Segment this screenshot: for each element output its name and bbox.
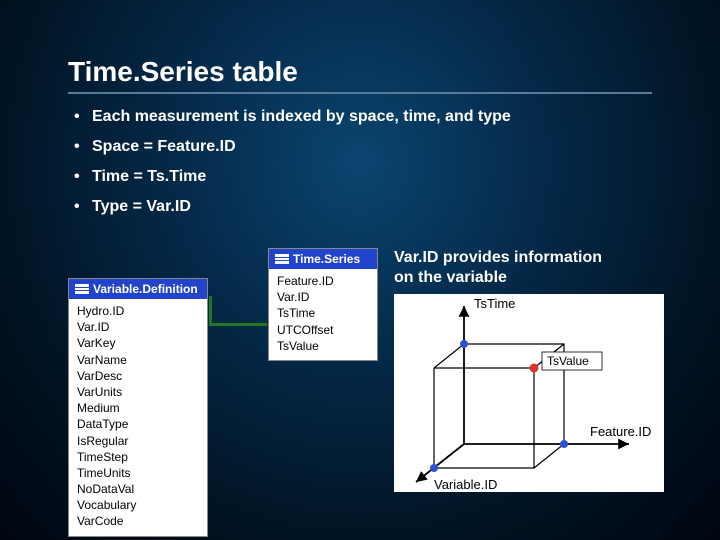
table-header: Variable.Definition (69, 279, 207, 299)
varid-note: Var.ID provides information on the varia… (394, 248, 664, 288)
axis-point (460, 340, 468, 348)
table-row: Medium (77, 400, 199, 416)
table-row: DataType (77, 416, 199, 432)
table-row: IsRegular (77, 433, 199, 449)
bullet-item: Time = Ts.Time (74, 168, 652, 186)
table-body: Hydro.ID Var.ID VarKey VarName VarDesc V… (69, 299, 207, 536)
note-line: on the variable (394, 269, 507, 286)
table-header-label: Variable.Definition (93, 282, 198, 296)
table-row: TsValue (277, 338, 369, 354)
slide-title: Time.Series table (68, 56, 652, 94)
axis-point (560, 440, 568, 448)
table-row: Hydro.ID (77, 303, 199, 319)
table-header: Time.Series (269, 249, 377, 269)
axis-label-y: TsTime (474, 296, 515, 311)
table-row: VarKey (77, 335, 199, 351)
variable-definition-table: Variable.Definition Hydro.ID Var.ID VarK… (68, 278, 208, 537)
table-row: NoDataVal (77, 481, 199, 497)
bullet-item: Each measurement is indexed by space, ti… (74, 108, 652, 126)
connector-line (209, 296, 267, 326)
table-row: Vocabulary (77, 497, 199, 513)
table-row: VarName (77, 352, 199, 368)
table-row: TsTime (277, 305, 369, 321)
table-row: VarDesc (77, 368, 199, 384)
bullet-item: Type = Var.ID (74, 198, 652, 216)
table-body: Feature.ID Var.ID TsTime UTCOffset TsVal… (269, 269, 377, 360)
tsvalue-label: TsValue (547, 354, 589, 368)
table-row: TimeUnits (77, 465, 199, 481)
table-row: VarCode (77, 513, 199, 529)
right-column: Var.ID provides information on the varia… (394, 248, 664, 492)
table-icon (75, 284, 89, 294)
axis-point (430, 464, 438, 472)
axis-label-z: Variable.ID (434, 477, 497, 492)
table-header-label: Time.Series (293, 252, 360, 266)
bullet-list: Each measurement is indexed by space, ti… (74, 108, 652, 216)
cube-diagram: TsTime Feature.ID Variable.ID TsValue (394, 294, 664, 492)
table-icon (275, 254, 289, 264)
axis-label-x: Feature.ID (590, 424, 651, 439)
table-row: VarUnits (77, 384, 199, 400)
table-row: TimeStep (77, 449, 199, 465)
cube-edge (434, 344, 464, 368)
table-row: UTCOffset (277, 322, 369, 338)
table-row: Var.ID (77, 319, 199, 335)
note-line: Var.ID provides information (394, 249, 602, 266)
bullet-item: Space = Feature.ID (74, 138, 652, 156)
cube-edge (434, 368, 534, 468)
cube-svg: TsTime Feature.ID Variable.ID TsValue (394, 294, 664, 492)
cube-edge (534, 444, 564, 468)
table-row: Feature.ID (277, 273, 369, 289)
tsvalue-point (530, 364, 539, 373)
time-series-table: Time.Series Feature.ID Var.ID TsTime UTC… (268, 248, 378, 361)
table-row: Var.ID (277, 289, 369, 305)
